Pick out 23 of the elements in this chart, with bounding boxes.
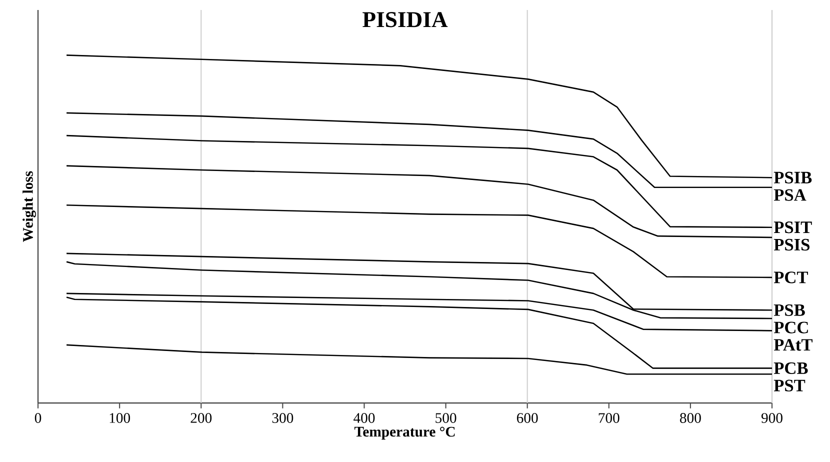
series-label: PCB (774, 362, 808, 374)
x-tick-label: 800 (680, 413, 701, 423)
x-tick-label: 200 (190, 413, 212, 423)
series-label: PSA (774, 189, 806, 201)
x-tick-label: 300 (272, 413, 294, 423)
x-tick-label: 100 (110, 413, 130, 423)
x-axis-title: Temperature °C (354, 426, 455, 440)
series-label: PSIS (774, 238, 810, 251)
x-tick-label: 0 (34, 413, 42, 423)
series-label: PSIT (774, 222, 812, 234)
series-label: PAtT (774, 339, 812, 351)
series-label: PCT (774, 272, 808, 284)
series-label: PSB (774, 304, 805, 316)
series-label: PST (774, 380, 806, 392)
y-axis-title: Weight loss (22, 171, 36, 242)
series-label: PSIB (774, 172, 812, 184)
x-tick-label: 600 (516, 413, 538, 423)
chart-title: PISIDIA (362, 12, 448, 28)
x-tick-label: 900 (761, 413, 782, 423)
series-label: PCC (774, 322, 808, 334)
x-tick-label: 700 (598, 413, 620, 423)
x-tick-label: 400 (354, 413, 375, 423)
x-tick-label: 500 (436, 413, 456, 423)
